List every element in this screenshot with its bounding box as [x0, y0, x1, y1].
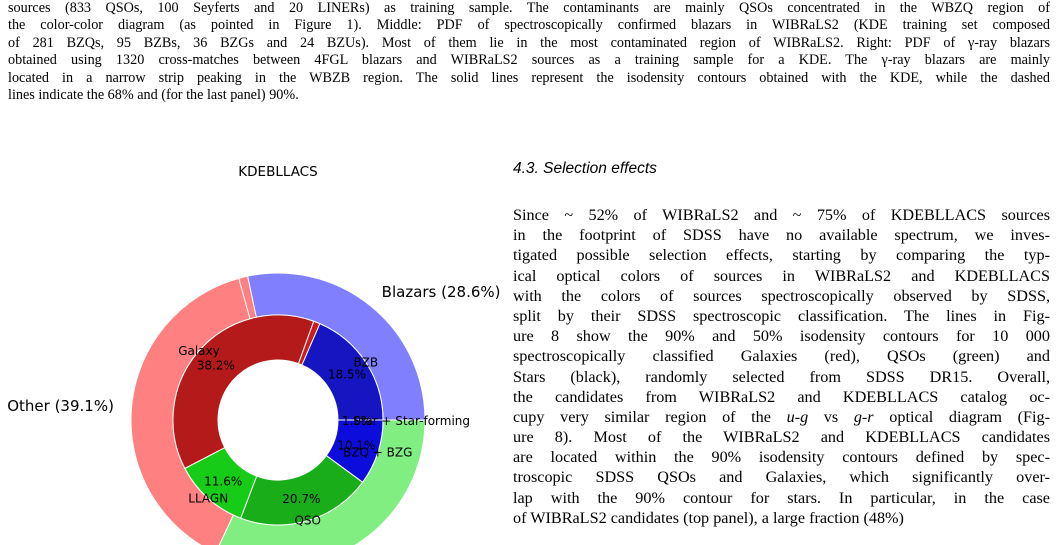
body-line: spectroscopically classified Galaxies (r… — [513, 347, 1050, 366]
inner-pct-label: 20.7% — [282, 492, 320, 506]
figure-caption: sources (833 QSOs, 100 Seyferts and 20 L… — [8, 0, 1050, 104]
section-title: 4.3. Selection effects — [513, 160, 657, 177]
caption-line: located in a narrow strip peaking in the… — [8, 69, 1050, 86]
body-line: tigated possible selection effects, star… — [513, 246, 1050, 265]
outer-label: Blazars (28.6%) — [382, 283, 501, 301]
inner-label: Galaxy — [178, 344, 220, 358]
body-line: lap with the 90% contour for stars. In p… — [513, 488, 1050, 507]
body-line: are located within the 90% isodensity co… — [513, 448, 1050, 467]
caption-line: sources (833 QSOs, 100 Seyferts and 20 L… — [8, 0, 1050, 16]
inner-wedge — [172, 314, 315, 470]
body-line: the candidates from WIBRaLS2 and KDEBLLA… — [513, 387, 1050, 406]
body-line: in the footprint of SDSS have no availab… — [513, 226, 1050, 245]
inner-pct-label: 38.2% — [197, 359, 235, 373]
caption-line: lines indicate the 68% and (for the last… — [8, 86, 299, 103]
body-line: ical optical colors of sources in WIBRaL… — [513, 266, 1050, 285]
inner-pct-label: 11.6% — [204, 475, 242, 489]
body-line: Since ~ 52% of WIBRaLS2 and ~ 75% of KDE… — [513, 206, 1050, 224]
inner-label: Star + Star-forming — [353, 414, 470, 428]
body-paragraph: Since ~ 52% of WIBRaLS2 and ~ 75% of KDE… — [513, 205, 1050, 528]
body-line: cupy very similar region of the u-g vs g… — [513, 407, 1050, 426]
outer-label: Other (39.1%) — [7, 397, 114, 415]
body-line: with the colors of sources spectroscopic… — [513, 286, 1050, 305]
body-line: ure 8). Most of the WIBRaLS2 and KDEBLLA… — [513, 428, 1050, 447]
inner-label: QSO — [294, 514, 321, 528]
caption-line: the color-color diagram (as pointed in F… — [8, 17, 1050, 34]
inner-label: BZB — [353, 355, 378, 369]
caption-line: of 281 BZQs, 95 BZBs, 36 BZGs and 24 BZU… — [8, 34, 1050, 51]
inner-pct-label: 10.1% — [337, 439, 375, 453]
inner-pct-label: 18.5% — [328, 368, 366, 382]
inner-label: LLAGN — [188, 491, 228, 505]
body-line: split by their SDSS spectroscopic classi… — [513, 306, 1050, 325]
body-line: ure 8 show the 90% and 50% isodensity co… — [513, 327, 1050, 346]
chart-title: KDEBLLACS — [238, 164, 317, 180]
outer-ring — [130, 272, 426, 545]
chart-labels: Blazars (28.6%)Other (39.1%)AGNs (32.3%)… — [7, 283, 501, 528]
inner-label: BZQ + BZG — [343, 446, 412, 460]
inner-wedge — [325, 419, 384, 483]
body-line: troscopic SDSS QSOs and Galaxies, which … — [513, 468, 1050, 487]
inner-ring — [172, 314, 384, 526]
inner-pct-label: 1.0% — [342, 414, 373, 428]
body-line: Stars (black), randomly selected from SD… — [513, 367, 1050, 386]
nested-pie-chart: KDEBLLACS Blazars (28.6%)Other (39.1%)AG… — [7, 164, 501, 545]
body-line: of WIBRaLS2 candidates (top panel), a la… — [513, 508, 904, 527]
caption-line: obtained using 1320 cross-matches betwee… — [8, 52, 1050, 69]
